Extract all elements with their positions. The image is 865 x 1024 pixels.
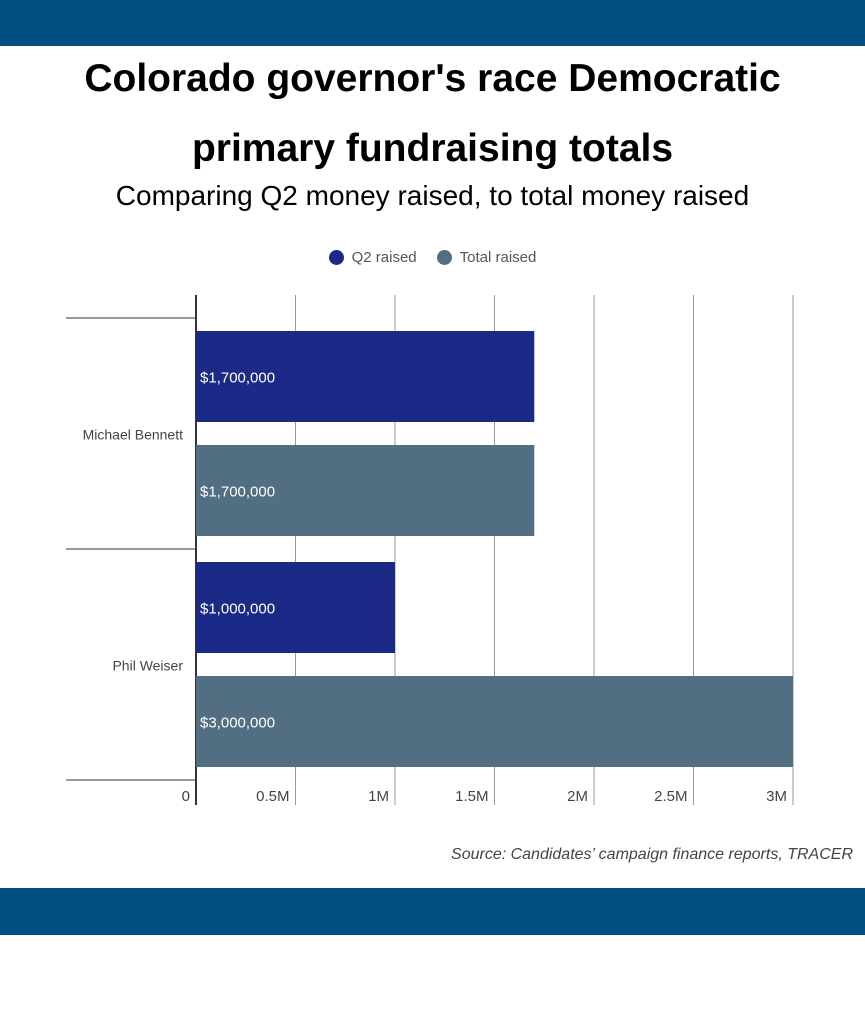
- x-tick-label: 0.5M: [256, 788, 289, 805]
- chart-title-line-2: primary fundraising totals: [191, 127, 674, 170]
- x-tick-label: 2M: [567, 788, 588, 805]
- bar-value-label: $3,000,000: [200, 715, 275, 732]
- legend-label-total: Total raised: [459, 249, 537, 266]
- bar-value-label: $1,000,000: [200, 601, 275, 618]
- bar-value-label: $1,700,000: [200, 484, 275, 501]
- chart-title-line-1: Colorado governor's race Democratic: [84, 57, 781, 100]
- chart-legend: Q2 raised Total raised: [0, 249, 865, 266]
- legend-label-q2: Q2 raised: [351, 249, 417, 266]
- bar-total: [196, 445, 535, 536]
- legend-item-total[interactable]: Total raised: [436, 249, 537, 266]
- legend-swatch-total: [436, 250, 452, 265]
- bar-q2: [196, 331, 535, 422]
- bottom-banner: [0, 888, 865, 935]
- source-note: Source: Candidates’ campaign finance rep…: [451, 846, 853, 863]
- x-tick-label: 1M: [368, 788, 389, 805]
- bar-total: [196, 676, 793, 767]
- x-tick-label: 3M: [766, 788, 787, 805]
- top-banner: [0, 0, 865, 46]
- x-tick-label: 0: [182, 788, 190, 805]
- chart-title: Colorado governor's race Democratic prim…: [0, 44, 865, 184]
- bar-value-label: $1,700,000: [200, 370, 275, 387]
- x-tick-label: 2.5M: [654, 788, 687, 805]
- legend-item-q2[interactable]: Q2 raised: [328, 249, 417, 266]
- x-tick-label: 1.5M: [455, 788, 488, 805]
- category-label: Michael Bennett: [83, 427, 184, 443]
- chart-subtitle: Comparing Q2 money raised, to total mone…: [115, 180, 750, 211]
- legend-swatch-q2: [328, 250, 344, 265]
- category-label: Phil Weiser: [112, 658, 183, 674]
- bar-q2: [196, 562, 395, 653]
